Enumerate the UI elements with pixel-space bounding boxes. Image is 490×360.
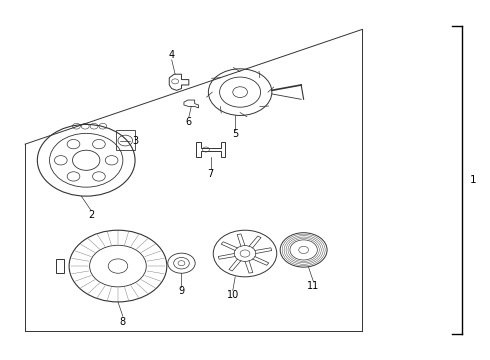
Text: 4: 4 bbox=[169, 50, 175, 60]
Text: 1: 1 bbox=[470, 175, 476, 185]
Text: 7: 7 bbox=[208, 169, 214, 179]
Text: 6: 6 bbox=[186, 117, 192, 127]
Text: 11: 11 bbox=[307, 281, 319, 291]
Text: 3: 3 bbox=[132, 136, 138, 145]
Text: 2: 2 bbox=[88, 210, 94, 220]
Text: 8: 8 bbox=[120, 317, 126, 327]
Text: 9: 9 bbox=[178, 286, 185, 296]
Text: 5: 5 bbox=[232, 130, 238, 139]
Text: 10: 10 bbox=[227, 290, 239, 300]
